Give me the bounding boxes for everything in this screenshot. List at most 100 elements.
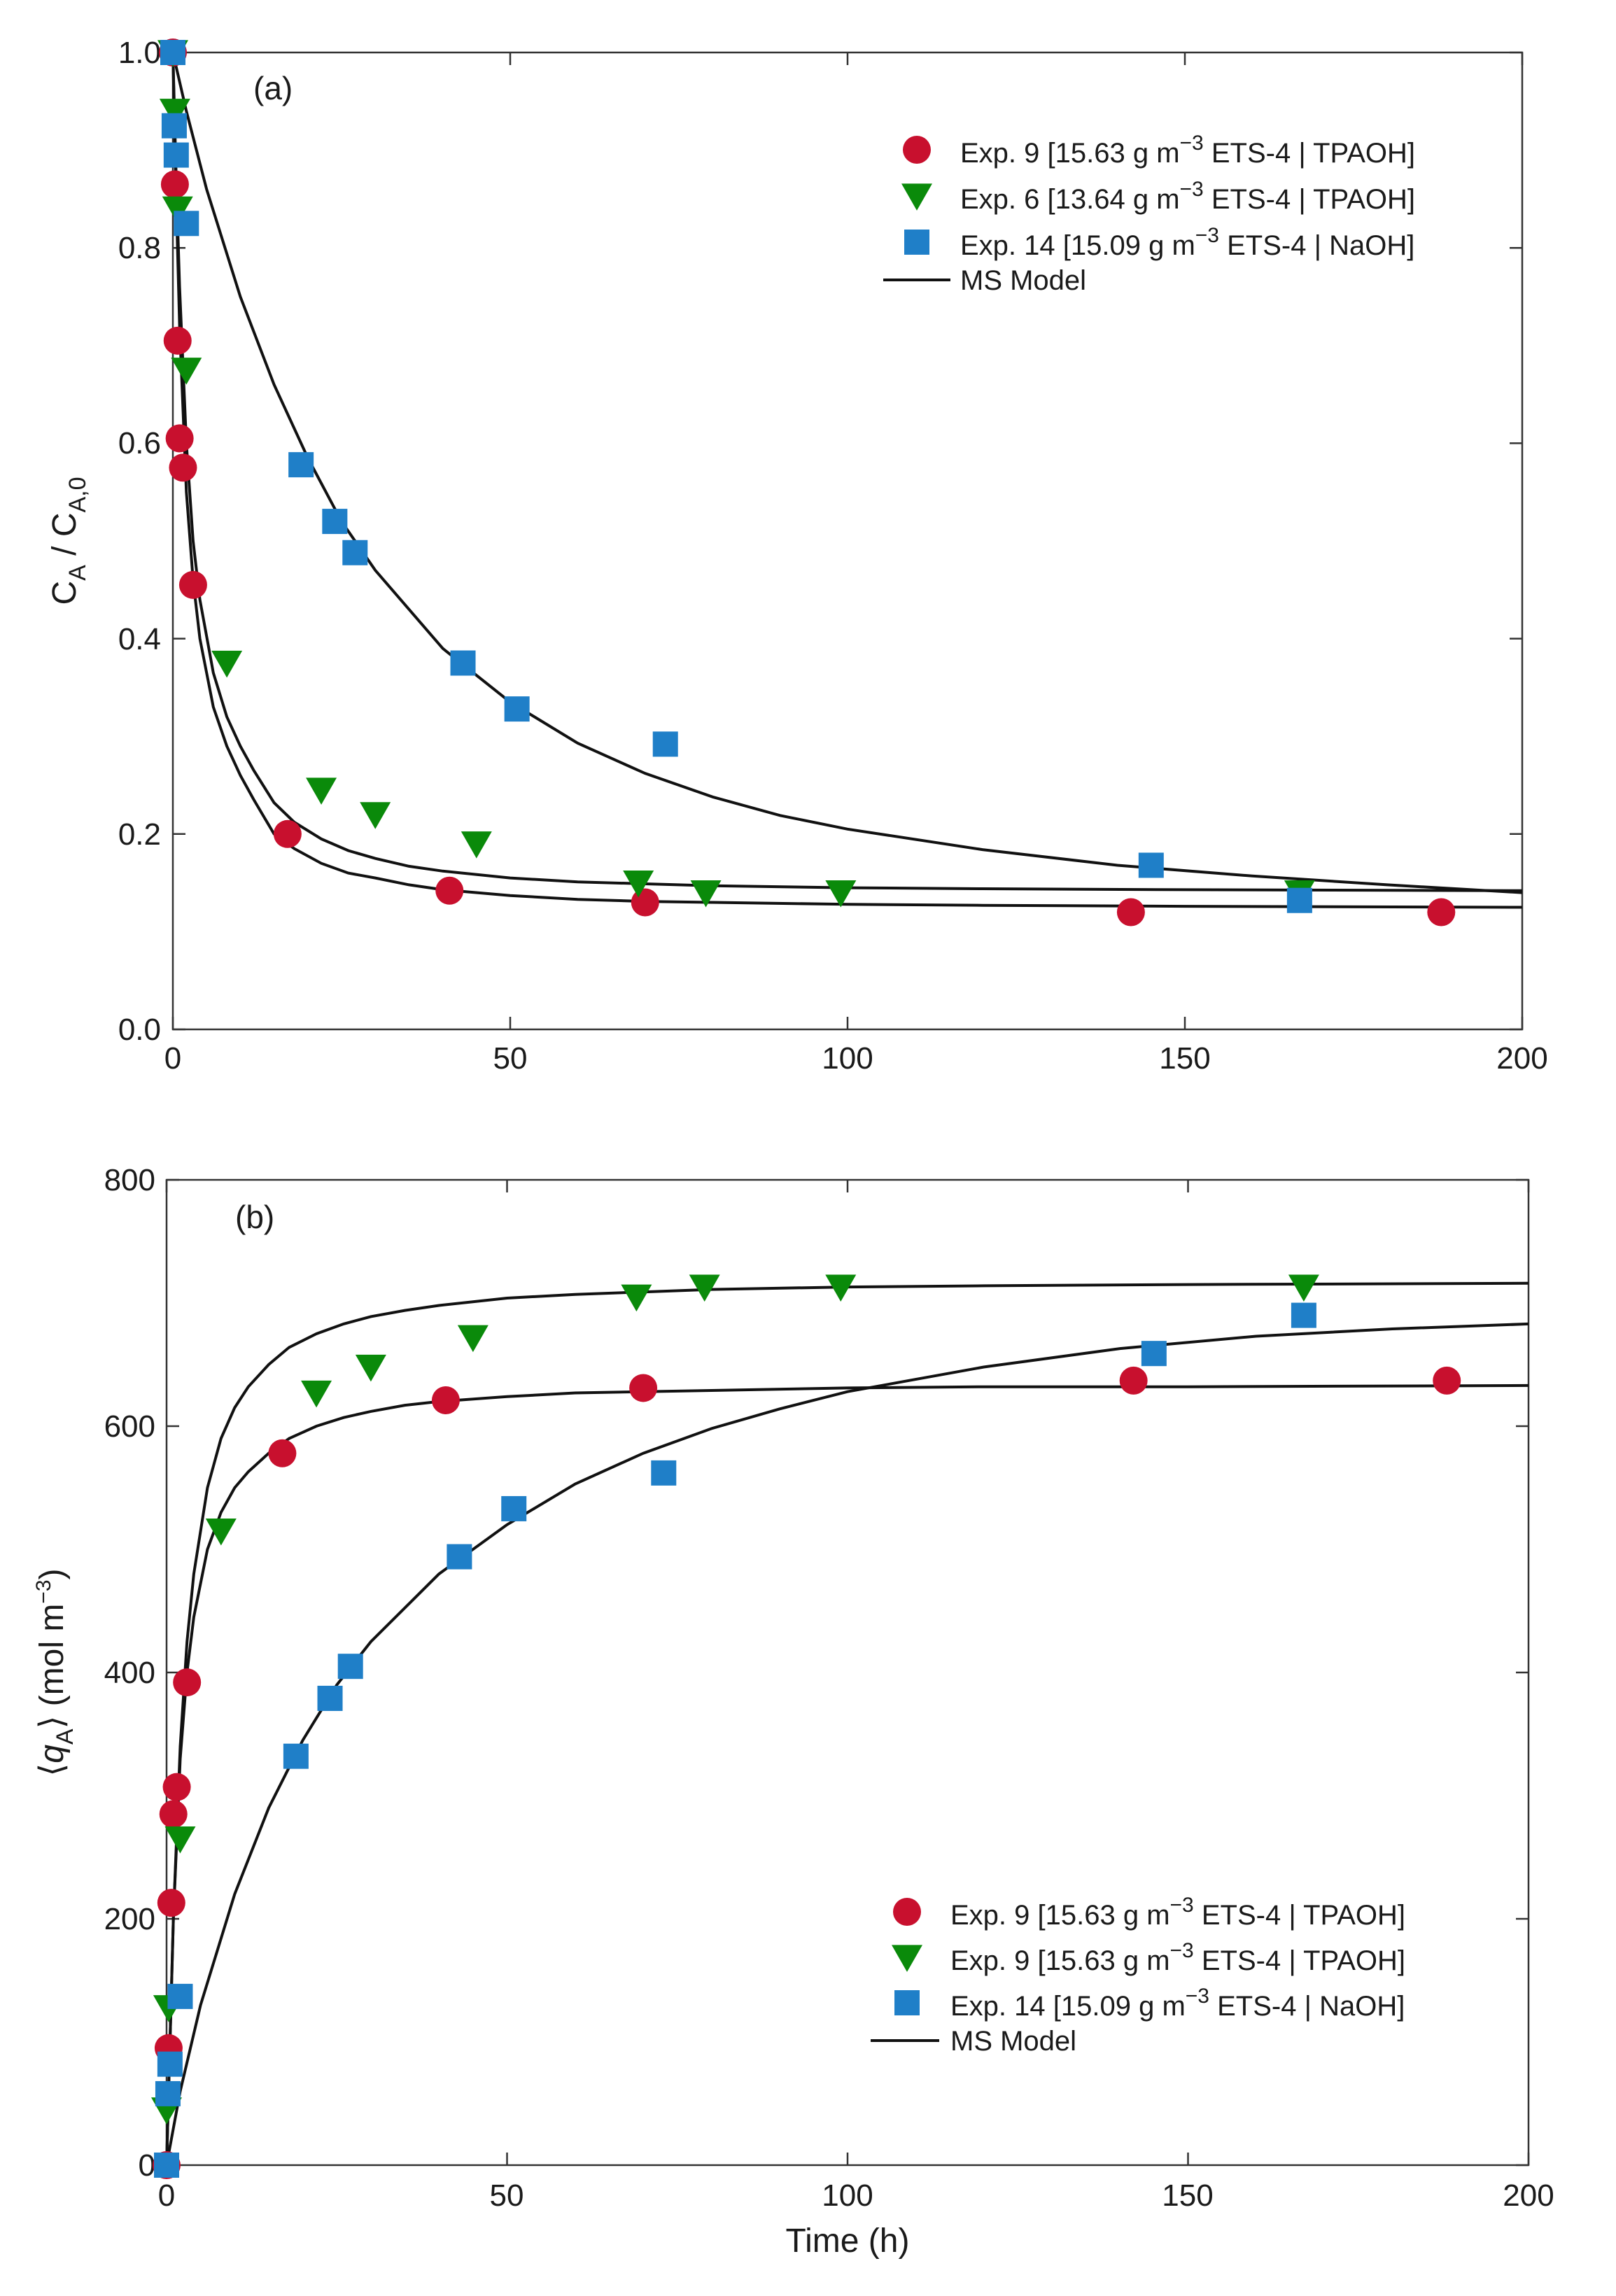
data-point-circle [435,876,464,905]
x-tick-label: 100 [822,2178,873,2213]
y-tick-label: 0.8 [118,231,161,265]
model-curve [171,52,1523,892]
data-point-circle [178,570,207,599]
x-tick-label: 200 [1496,1041,1547,1076]
legend-marker-square [894,1990,920,2015]
data-point-circle [163,326,192,355]
data-point-circle [268,1439,297,1467]
data-point-circle [631,888,659,917]
data-point-triangle-down [205,1519,237,1546]
data-point-triangle-down [621,1284,652,1312]
data-point-triangle-down [461,831,492,859]
data-point-circle [629,1374,658,1402]
data-point-circle [165,424,194,453]
legend-marker-circle [893,1898,921,1926]
legend-entry-exp9: Exp. 9 [15.63 g m−3 ETS-4 | TPAOH] [960,132,1415,169]
data-point-square [652,731,678,757]
x-tick-label: 150 [1159,1041,1210,1076]
panel-b: 0 50 100 150 200 0 200 400 600 800 ⟨qA⟩ … [32,1163,1554,2260]
data-point-triangle-down [301,1380,332,1408]
data-point-triangle-down [690,880,722,908]
panel-label-b: (b) [235,1199,274,1235]
data-point-triangle-down [1288,1274,1319,1302]
data-point-square [1291,1302,1316,1328]
legend-entry-model: MS Model [960,265,1086,296]
legend-marker-triangle-down [901,183,932,211]
y-tick-label: 1.0 [118,36,161,70]
data-point-triangle-down [825,1274,857,1302]
legend-entry-exp14: Exp. 14 [15.09 g m−3 ETS-4 | NaOH] [950,1985,1405,2022]
data-point-square [450,650,476,676]
data-point-circle [273,819,302,848]
y-tick-labels-b: 0 200 400 600 800 [104,1163,155,2183]
y-tick-label: 0.6 [118,426,161,460]
data-point-square [157,2051,183,2077]
data-point-triangle-down [306,777,337,805]
data-point-square [288,452,314,478]
x-axis-title-b: Time (h) [786,2223,910,2260]
data-point-triangle-down [211,650,243,678]
legend-entry-exp9: Exp. 9 [15.63 g m−3 ETS-4 | TPAOH] [950,1894,1405,1931]
y-tick-labels-a: 0.0 0.2 0.4 0.6 0.8 1.0 [118,36,161,1047]
model-curve [171,52,1523,909]
data-point-circle [157,1889,185,1917]
x-tick-labels-b: 0 50 100 150 200 [158,2178,1554,2213]
y-tick-label: 400 [104,1656,155,1690]
data-point-square [1141,1341,1167,1367]
model-curve [165,1281,1529,2166]
data-point-triangle-down [164,1826,196,1854]
data-point-triangle-down [355,1354,386,1382]
x-tick-label: 150 [1162,2178,1213,2213]
data-point-circle [173,1668,202,1697]
panel-label-a: (a) [253,70,293,106]
data-point-square [174,211,199,237]
y-tick-label: 200 [104,1902,155,1936]
panel-a: 0 50 100 150 200 0.0 0.2 0.4 0.6 0.8 1.0… [46,36,1548,1076]
data-point-triangle-down [360,802,391,829]
legend-b: Exp. 9 [15.63 g m−3 ETS-4 | TPAOH] Exp. … [871,1894,1405,2057]
y-tick-label: 800 [104,1163,155,1197]
data-points-a [157,38,1456,927]
legend-entry-exp14: Exp. 14 [15.09 g m−3 ETS-4 | NaOH] [960,224,1414,261]
data-point-square [1286,887,1312,913]
data-point-circle [431,1386,460,1415]
y-tick-label: 0 [139,2148,155,2183]
data-point-square [504,696,530,722]
data-point-square [1138,852,1164,878]
data-point-square [342,540,368,565]
data-point-circle [1119,1366,1148,1395]
legend-marker-square [904,230,929,255]
legend-a: Exp. 9 [15.63 g m−3 ETS-4 | TPAOH] Exp. … [883,132,1415,296]
y-tick-label: 0.2 [118,817,161,852]
legend-marker-triangle-down [892,1945,922,1972]
legend-entry-model: MS Model [950,2026,1076,2057]
data-point-square [322,509,348,535]
data-point-triangle-down [623,871,654,898]
model-curve [165,1383,1529,2166]
data-point-circle [169,453,197,482]
model-curve [171,52,1523,894]
data-point-square [651,1460,677,1486]
data-point-square [337,1654,363,1679]
y-axis-title-a: CA / CA,0 [46,477,91,605]
data-point-circle [162,1773,191,1801]
data-point-square [317,1685,343,1711]
data-points-b [151,1274,1461,2179]
data-point-circle [1433,1366,1461,1395]
x-tick-label: 0 [158,2178,175,2213]
model-curves-b [165,1281,1529,2166]
data-point-square [154,2153,179,2178]
data-point-circle [1427,898,1456,927]
y-tick-label: 0.0 [118,1013,161,1047]
model-curves-a [171,52,1523,909]
y-tick-label: 0.4 [118,622,161,656]
data-point-triangle-down [162,196,193,224]
data-point-square [167,1983,193,2009]
data-point-circle [159,1800,188,1829]
data-point-circle [1116,898,1145,927]
data-point-square [160,40,185,65]
data-point-triangle-down [171,358,202,385]
data-point-square [155,2080,181,2106]
y-tick-label: 600 [104,1409,155,1444]
